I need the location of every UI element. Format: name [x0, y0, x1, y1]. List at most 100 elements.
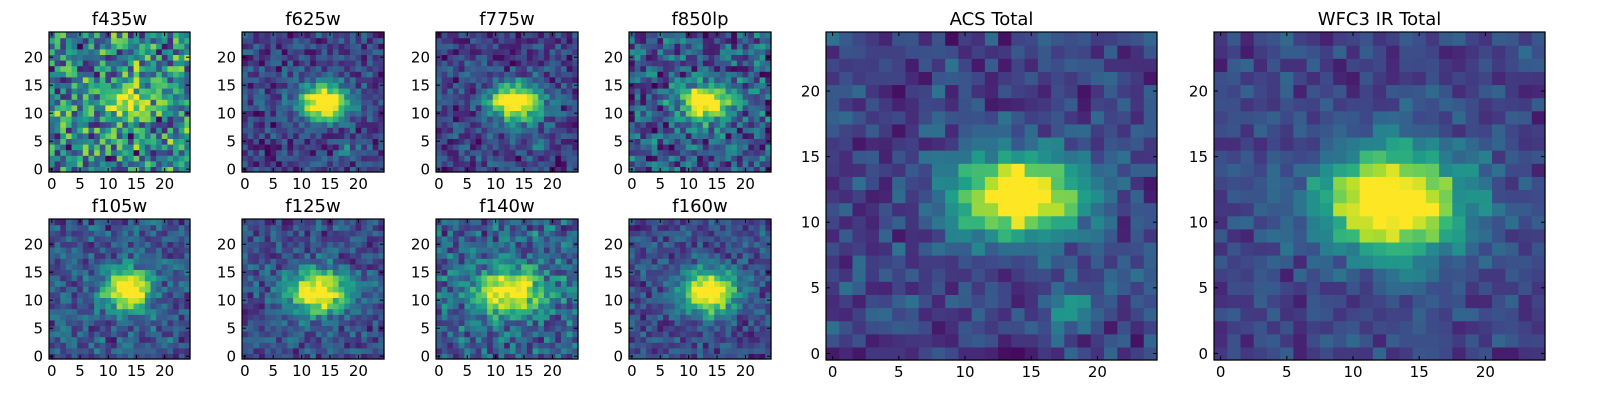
heatmap-cell — [287, 32, 294, 39]
heatmap-cell — [736, 303, 744, 310]
heatmap-cell — [640, 286, 647, 293]
heatmap-cell — [349, 155, 357, 162]
heatmap-cell — [555, 224, 562, 231]
heatmap-cell — [253, 65, 260, 72]
heatmap-cell — [498, 224, 505, 231]
heatmap-cell — [315, 121, 323, 128]
heatmap-cell — [475, 303, 483, 310]
heatmap-cell — [247, 88, 254, 95]
heatmap-cell — [150, 99, 157, 106]
heatmap-cell — [521, 104, 528, 111]
heatmap-cell — [184, 93, 191, 100]
heatmap-cell — [264, 224, 271, 231]
heatmap-cell — [629, 132, 636, 139]
heatmap-cell — [65, 54, 73, 61]
heatmap-cell — [150, 166, 157, 173]
heatmap-cell — [634, 160, 641, 167]
heatmap-cell — [532, 219, 539, 226]
heatmap-cell — [144, 263, 152, 270]
heatmap-cell — [640, 297, 647, 304]
heatmap-cell — [651, 149, 658, 156]
heatmap-cell — [731, 297, 738, 304]
heatmap-cell — [521, 336, 528, 343]
heatmap-cell — [504, 110, 511, 117]
heatmap-cell — [259, 252, 266, 259]
heatmap-cell — [572, 121, 579, 128]
y-tick-label: 5 — [420, 133, 430, 151]
heatmap-cell — [543, 353, 551, 360]
heatmap-cell — [315, 319, 323, 326]
heatmap-cell — [332, 166, 340, 173]
heatmap-cell — [748, 342, 755, 349]
heatmap-cell — [127, 121, 135, 128]
heatmap-cell — [287, 144, 294, 151]
heatmap-cell — [566, 71, 573, 78]
y-tick-label: 10 — [604, 105, 623, 123]
y-tick-label: 10 — [24, 292, 43, 310]
heatmap-cell — [708, 138, 715, 145]
heatmap-cell — [549, 297, 556, 304]
heatmap-cell — [259, 48, 266, 55]
heatmap-cell — [515, 138, 522, 145]
heatmap-cell — [492, 48, 500, 55]
heatmap-cell — [122, 48, 129, 55]
heatmap-cell — [327, 342, 334, 349]
heatmap-cell — [629, 280, 636, 287]
heatmap-cell — [94, 269, 101, 276]
heatmap-cell — [156, 76, 163, 83]
heatmap-cell — [349, 93, 357, 100]
heatmap-cell — [725, 48, 732, 55]
heatmap-cell — [173, 286, 180, 293]
heatmap-cell — [566, 258, 573, 265]
heatmap-cell — [60, 291, 67, 298]
heatmap-cell — [447, 342, 454, 349]
heatmap-cell — [77, 88, 84, 95]
heatmap-cell — [481, 291, 488, 298]
heatmap-cell — [270, 308, 277, 315]
heatmap-cell — [184, 104, 191, 111]
heatmap-cell — [60, 252, 67, 259]
heatmap-cell — [765, 303, 772, 310]
heatmap-cell — [88, 32, 95, 39]
heatmap-cell — [753, 325, 761, 332]
heatmap-cell — [680, 76, 687, 83]
heatmap-cell — [566, 224, 573, 231]
heatmap-cell — [270, 291, 277, 298]
heatmap-cell — [60, 325, 67, 332]
heatmap-cell — [276, 263, 283, 270]
heatmap-cell — [71, 60, 78, 67]
heatmap-cell — [685, 54, 693, 61]
heatmap-cell — [748, 93, 755, 100]
heatmap-cell — [127, 48, 135, 55]
heatmap-cell — [65, 275, 73, 282]
heatmap-cell — [355, 269, 362, 276]
heatmap-cell — [349, 291, 357, 298]
heatmap-cell — [458, 155, 465, 162]
heatmap-cell — [719, 314, 727, 321]
heatmap-cell — [566, 269, 573, 276]
heatmap-cell — [492, 76, 500, 83]
heatmap-cell — [532, 121, 539, 128]
heatmap-cell — [344, 325, 351, 332]
heatmap-cell — [458, 160, 465, 167]
heatmap-cell — [156, 263, 163, 270]
heatmap-cell — [178, 241, 185, 248]
heatmap-cell — [315, 219, 323, 226]
heatmap-cell — [475, 286, 483, 293]
heatmap-cell — [487, 48, 494, 55]
heatmap-cell — [122, 149, 129, 156]
heatmap-cell — [338, 342, 345, 349]
heatmap-cell — [144, 331, 152, 338]
heatmap-cell — [361, 132, 368, 139]
heatmap-cell — [349, 314, 357, 321]
heatmap-cell — [509, 308, 517, 315]
heatmap-cell — [640, 347, 647, 354]
heatmap-cell — [144, 82, 152, 89]
heatmap-cell — [674, 297, 681, 304]
heatmap-cell — [287, 263, 294, 270]
heatmap-cell — [156, 269, 163, 276]
heatmap-cell — [532, 269, 539, 276]
heatmap-cell — [94, 241, 101, 248]
heatmap-cell — [526, 116, 534, 123]
